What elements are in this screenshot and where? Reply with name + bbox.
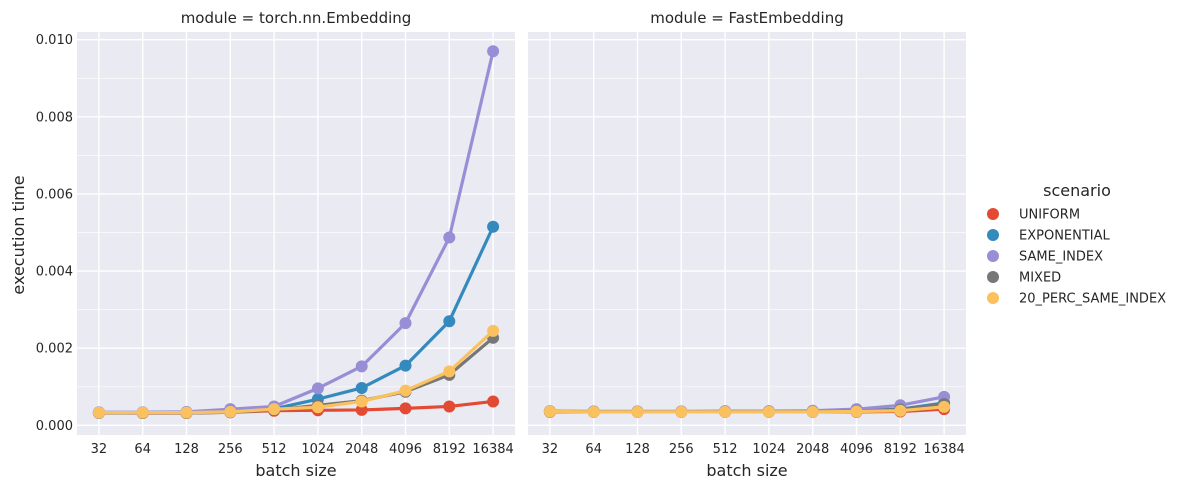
x-tick-label: 2048	[345, 442, 378, 457]
legend-marker	[987, 208, 999, 220]
legend-entry: EXPONENTIAL	[987, 229, 1111, 244]
data-point	[399, 402, 412, 415]
data-point	[487, 220, 500, 233]
x-tick-label: 64	[134, 442, 151, 457]
data-point	[92, 406, 105, 419]
panel-title: module = FastEmbedding	[650, 9, 844, 27]
data-point	[311, 382, 324, 395]
data-point	[355, 360, 368, 373]
plot-background	[77, 32, 515, 435]
data-point	[443, 315, 456, 328]
panel-2: 32 64 128 256 512 1024 2048 4096 8192 16384 module…	[528, 9, 966, 480]
legend-marker	[987, 229, 999, 241]
x-tick-label: 4096	[389, 442, 422, 457]
data-point	[762, 405, 775, 418]
legend-label: 20_PERC_SAME_INDEX	[1019, 292, 1166, 307]
series-20-perc-same-index	[543, 400, 951, 418]
data-point	[224, 405, 237, 418]
legend-label: SAME_INDEX	[1019, 250, 1103, 265]
data-point	[136, 406, 149, 419]
x-axis-label: batch size	[706, 461, 787, 480]
y-tick-label: 0.006	[36, 187, 73, 202]
x-tick-label: 4096	[840, 442, 873, 457]
data-point	[443, 400, 456, 413]
data-point	[355, 403, 368, 416]
x-tick-label: 2048	[796, 442, 829, 457]
x-tick-label: 1024	[752, 442, 785, 457]
series-line	[549, 405, 945, 414]
y-tick-label: 0.002	[36, 342, 73, 357]
x-tick-label: 128	[625, 442, 650, 457]
data-point	[487, 324, 500, 337]
series-line	[98, 329, 495, 415]
x-tick-label: 512	[713, 442, 738, 457]
x-tick-label: 8192	[433, 442, 466, 457]
legend-entry: UNIFORM	[987, 208, 1080, 223]
y-tick-label: 0.010	[36, 33, 73, 48]
x-tick-label: 64	[585, 442, 602, 457]
data-point	[719, 405, 732, 418]
data-point	[631, 405, 644, 418]
data-point	[443, 365, 456, 378]
legend-marker	[987, 292, 999, 304]
data-point	[180, 406, 193, 419]
x-tick-label: 512	[262, 442, 287, 457]
x-tick-label: 16384	[472, 442, 513, 457]
x-tick-label: 32	[542, 442, 559, 457]
data-point	[355, 395, 368, 408]
panels: 0.000 0.002 0.004 0.006 0.008 0.010 32 64 128 256…	[36, 9, 966, 480]
data-point	[355, 381, 368, 394]
legend-entry: 20_PERC_SAME_INDEX	[987, 292, 1166, 307]
y-tick-label: 0.008	[36, 110, 73, 125]
panel-title: module = torch.nn.Embedding	[181, 9, 412, 27]
data-point	[311, 401, 324, 414]
x-tick-label: 32	[91, 442, 108, 457]
legend-entry: MIXED	[987, 271, 1061, 286]
x-tick-label: 128	[174, 442, 199, 457]
data-point	[487, 45, 500, 58]
legend-label: UNIFORM	[1019, 208, 1080, 223]
y-tick-label: 0.004	[36, 265, 73, 280]
data-point	[543, 405, 556, 418]
x-tick-label: 8192	[884, 442, 917, 457]
data-point	[938, 400, 951, 413]
data-point	[806, 405, 819, 418]
data-point	[894, 404, 907, 417]
legend: scenario UNIFORM EXPONENTIAL SAME_INDEX MIX…	[987, 181, 1166, 307]
legend-entry: SAME_INDEX	[987, 250, 1103, 265]
legend-marker	[987, 250, 999, 262]
y-axis-label: execution time	[9, 175, 28, 294]
data-point	[399, 359, 412, 372]
data-point	[487, 395, 500, 408]
data-point	[850, 405, 863, 418]
series-20-perc-same-index	[92, 324, 500, 419]
legend-marker	[987, 271, 999, 283]
legend-label: MIXED	[1019, 271, 1061, 286]
x-tick-label: 256	[218, 442, 243, 457]
data-point	[399, 317, 412, 330]
legend-title: scenario	[1043, 181, 1111, 200]
data-point	[675, 405, 688, 418]
x-tick-label: 1024	[301, 442, 334, 457]
x-tick-label: 256	[669, 442, 694, 457]
x-tick-label: 16384	[923, 442, 964, 457]
legend-label: EXPONENTIAL	[1019, 229, 1111, 244]
y-tick-label: 0.000	[36, 419, 73, 434]
data-point	[399, 384, 412, 397]
panel-1: 0.000 0.002 0.004 0.006 0.008 0.010 32 64 128 256…	[36, 9, 515, 480]
data-point	[587, 405, 600, 418]
data-point	[268, 403, 281, 416]
data-point	[443, 231, 456, 244]
x-axis-label: batch size	[255, 461, 336, 480]
plot-background	[528, 32, 966, 435]
